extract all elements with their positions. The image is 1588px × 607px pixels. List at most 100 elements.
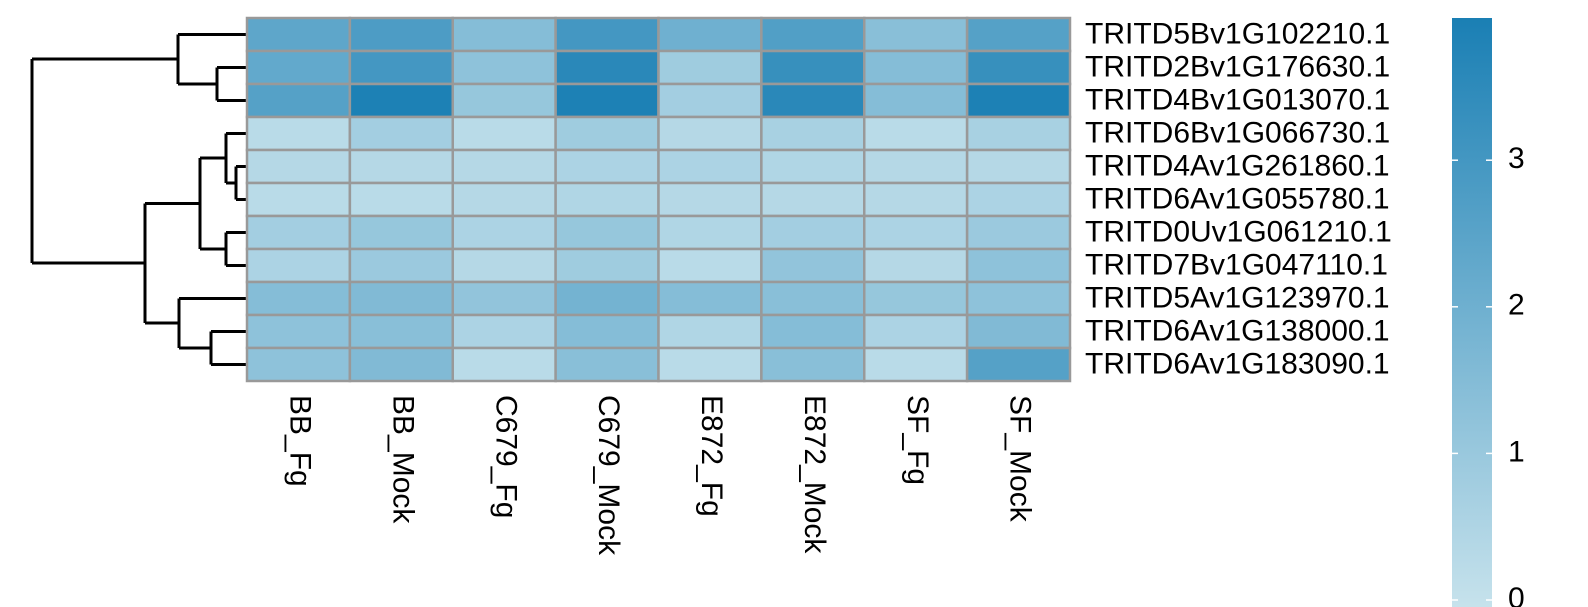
heatmap-cell — [965, 115, 1072, 152]
heatmap-cell — [657, 49, 763, 86]
heatmap-cell — [863, 49, 969, 86]
heatmap-cell — [965, 16, 1072, 53]
heatmap-cell — [451, 115, 557, 152]
heatmap-cell — [245, 148, 352, 185]
row-label: TRITD5Bv1G102210.1 — [1085, 17, 1390, 50]
heatmap-cell — [760, 82, 866, 119]
heatmap-cell — [245, 115, 352, 152]
heatmap-cell — [760, 181, 866, 218]
heatmap-cell — [760, 16, 866, 53]
heatmap-cell — [348, 82, 454, 119]
heatmap-cell — [451, 49, 557, 86]
heatmap-cell — [554, 280, 660, 317]
heatmap-cell — [348, 247, 454, 284]
heatmap-cell — [245, 82, 352, 119]
heatmap-cell — [965, 280, 1072, 317]
heatmap-cell — [657, 115, 763, 152]
colorbar-tick-label: 2 — [1508, 289, 1525, 322]
heatmap-cell — [348, 148, 454, 185]
heatmap-cell — [245, 247, 352, 284]
column-label: SF_Fg — [901, 395, 934, 485]
heatmap-cell — [245, 313, 352, 350]
column-label: E872_Fg — [695, 395, 728, 517]
heatmap-cell — [863, 115, 969, 152]
colorbar-tick-label: 3 — [1508, 142, 1525, 175]
row-label: TRITD2Bv1G176630.1 — [1085, 50, 1390, 83]
row-label: TRITD0Uv1G061210.1 — [1085, 215, 1392, 248]
heatmap-cell — [657, 181, 763, 218]
heatmap-cell — [554, 247, 660, 284]
heatmap-cell — [760, 247, 866, 284]
row-dendrogram — [30, 33, 247, 366]
heatmap-cell — [451, 280, 557, 317]
heatmap-cell — [554, 181, 660, 218]
row-label: TRITD6Av1G138000.1 — [1085, 314, 1390, 347]
heatmap-cell — [965, 148, 1072, 185]
row-label: TRITD7Bv1G047110.1 — [1085, 248, 1388, 281]
heatmap-cell — [348, 346, 454, 383]
row-label: TRITD5Av1G123970.1 — [1085, 281, 1390, 314]
heatmap-cell — [863, 148, 969, 185]
row-label: TRITD6Bv1G066730.1 — [1085, 116, 1390, 149]
heatmap-cell — [554, 148, 660, 185]
heatmap-cell — [554, 82, 660, 119]
column-label: SF_Mock — [1004, 395, 1037, 523]
heatmap-cell — [863, 16, 969, 53]
heatmap-cell — [965, 181, 1072, 218]
heatmap-cell — [451, 346, 557, 383]
column-label: BB_Mock — [386, 395, 419, 524]
heatmap-cell — [554, 313, 660, 350]
heatmap-cell — [451, 82, 557, 119]
heatmap-cell — [451, 313, 557, 350]
heatmap-cell — [760, 214, 866, 251]
heatmap-cell — [863, 313, 969, 350]
column-label: C679_Mock — [592, 395, 625, 556]
heatmap-cell — [863, 346, 969, 383]
heatmap-cell — [348, 115, 454, 152]
heatmap-cell — [451, 16, 557, 53]
heatmap-cell — [245, 49, 352, 86]
heatmap-cell — [863, 280, 969, 317]
heatmap-cell — [965, 49, 1072, 86]
heatmap-cell — [657, 346, 763, 383]
heatmap-cell — [657, 247, 763, 284]
heatmap-cell — [965, 313, 1072, 350]
heatmap-cell — [348, 214, 454, 251]
heatmap-cell — [245, 214, 352, 251]
heatmap-cell — [245, 181, 352, 218]
heatmap-cell — [965, 214, 1072, 251]
heatmap-cell — [451, 181, 557, 218]
heatmap-cell — [760, 49, 866, 86]
colorbar — [1452, 18, 1492, 607]
heatmap-cell — [554, 346, 660, 383]
row-label: TRITD4Av1G261860.1 — [1085, 149, 1390, 182]
colorbar-tick-label: 1 — [1508, 435, 1525, 468]
heatmap-cell — [657, 280, 763, 317]
heatmap-cell — [760, 115, 866, 152]
heatmap-cell — [348, 16, 454, 53]
heatmap-cell — [863, 181, 969, 218]
column-label: BB_Fg — [284, 395, 317, 487]
heatmap-cell — [760, 280, 866, 317]
row-label: TRITD4Bv1G013070.1 — [1085, 83, 1390, 116]
heatmap-cell — [863, 214, 969, 251]
heatmap-cell — [245, 346, 352, 383]
heatmap-cell — [348, 49, 454, 86]
heatmap-cell — [657, 82, 763, 119]
heatmap-cell — [451, 214, 557, 251]
column-label: E872_Mock — [798, 395, 831, 554]
heatmap-cell — [760, 346, 866, 383]
heatmap-cell — [348, 181, 454, 218]
heatmap-cell — [760, 148, 866, 185]
heatmap-cell — [348, 280, 454, 317]
heatmap-cell — [245, 280, 352, 317]
row-label: TRITD6Av1G055780.1 — [1085, 182, 1390, 215]
heatmap-cell — [554, 16, 660, 53]
heatmap-cell — [657, 16, 763, 53]
heatmap-cell — [965, 346, 1072, 383]
heatmap-cell — [554, 214, 660, 251]
heatmap-cell — [451, 247, 557, 284]
heatmap-cell — [554, 115, 660, 152]
heatmap-cell — [965, 82, 1072, 119]
